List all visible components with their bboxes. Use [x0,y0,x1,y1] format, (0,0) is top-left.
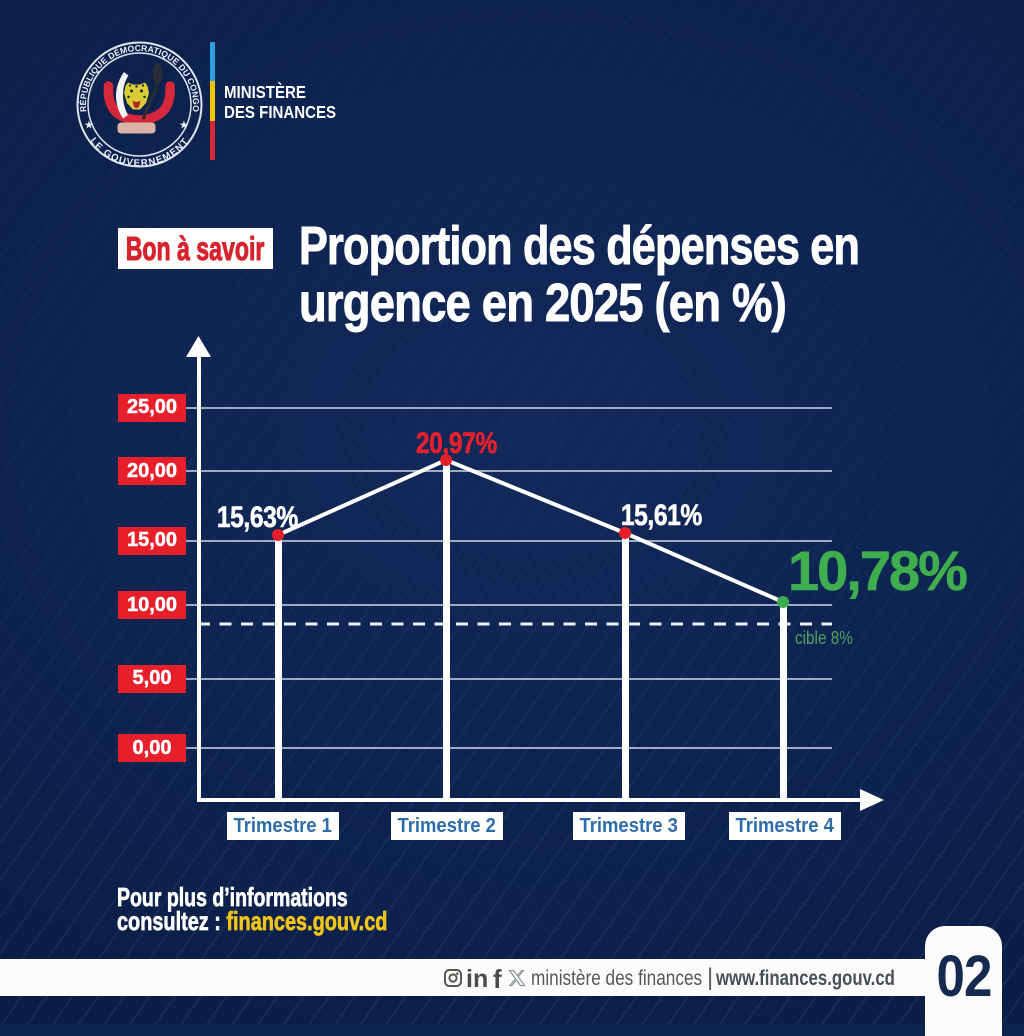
svg-text:★: ★ [84,120,94,132]
svg-text:★: ★ [179,120,189,132]
